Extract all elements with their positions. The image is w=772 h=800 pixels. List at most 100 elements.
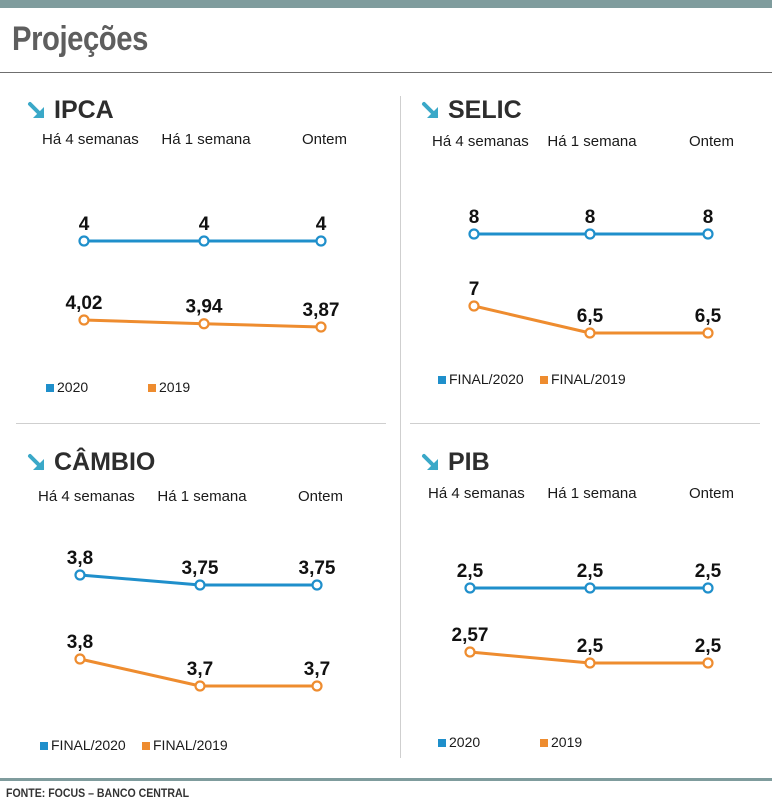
data-label: 7 bbox=[469, 279, 480, 300]
legend-swatch bbox=[40, 742, 48, 750]
horizontal-divider-left bbox=[16, 423, 386, 424]
arrow-down-right-icon bbox=[28, 454, 44, 470]
data-point bbox=[315, 235, 327, 247]
legend-label: 2019 bbox=[551, 734, 582, 750]
data-label: 2,5 bbox=[577, 636, 604, 657]
column-label-ha-4-semanas: Há 4 semanas bbox=[432, 133, 529, 150]
legend-swatch bbox=[148, 384, 156, 392]
data-point bbox=[311, 579, 323, 591]
data-label: 3,75 bbox=[182, 558, 219, 579]
data-label: 4,02 bbox=[66, 293, 103, 314]
data-point bbox=[194, 680, 206, 692]
legend-swatch bbox=[46, 384, 54, 392]
chart-svg: CÂMBIO Há 4 semanas Há 1 semana Ontem 3,8 3,7… bbox=[28, 446, 343, 753]
panel-selic: SELIC Há 4 semanas Há 1 semana Ontem 8 8 8 FINA… bbox=[410, 88, 772, 438]
legend-label: FINAL/2019 bbox=[153, 737, 228, 753]
data-point bbox=[78, 314, 90, 326]
data-point bbox=[464, 646, 476, 658]
horizontal-divider-right bbox=[410, 423, 760, 424]
data-point bbox=[584, 327, 596, 339]
data-label: 2,5 bbox=[457, 561, 484, 582]
data-point bbox=[584, 228, 596, 240]
arrow-down-right-icon bbox=[422, 102, 438, 118]
data-point bbox=[198, 235, 210, 247]
data-point bbox=[198, 318, 210, 330]
data-point bbox=[311, 680, 323, 692]
data-label: 2,5 bbox=[695, 636, 722, 657]
legend-swatch bbox=[438, 739, 446, 747]
column-label-ha-4-semanas: Há 4 semanas bbox=[38, 488, 135, 505]
data-label: 8 bbox=[703, 207, 714, 228]
series-final-2019: 7 6,5 6,5 bbox=[468, 279, 722, 339]
data-label: 3,94 bbox=[186, 297, 223, 318]
legend-swatch bbox=[540, 739, 548, 747]
arrow-down-right-icon bbox=[422, 454, 438, 470]
chart-title: CÂMBIO bbox=[54, 446, 155, 476]
source-note: FONTE: FOCUS – BANCO CENTRAL bbox=[6, 786, 190, 800]
legend-label: FINAL/2019 bbox=[551, 371, 626, 387]
series-2019: 2,57 2,5 2,5 bbox=[452, 625, 722, 669]
data-label: 8 bbox=[469, 207, 480, 228]
column-label-ha-1-semana: Há 1 semana bbox=[161, 131, 251, 148]
data-label: 6,5 bbox=[577, 306, 604, 327]
data-label: 3,7 bbox=[187, 659, 213, 680]
data-label: 4 bbox=[316, 214, 327, 235]
data-point bbox=[468, 228, 480, 240]
data-point bbox=[702, 327, 714, 339]
vertical-divider bbox=[400, 96, 401, 758]
legend-label: 2020 bbox=[449, 734, 480, 750]
legend-item-final-2019: FINAL/2019 bbox=[540, 371, 626, 387]
data-label: 3,7 bbox=[304, 659, 330, 680]
data-point bbox=[702, 228, 714, 240]
chart-title: PIB bbox=[448, 448, 490, 476]
data-label: 8 bbox=[585, 207, 596, 228]
series-2019: 4,02 3,94 3,87 bbox=[66, 293, 340, 333]
legend-item-final-2020: FINAL/2020 bbox=[40, 737, 126, 753]
data-label: 2,5 bbox=[695, 561, 722, 582]
legend-swatch bbox=[540, 376, 548, 384]
legend-item-final-2019: FINAL/2019 bbox=[142, 737, 228, 753]
data-point bbox=[78, 235, 90, 247]
data-point bbox=[702, 657, 714, 669]
column-label-ha-1-semana: Há 1 semana bbox=[547, 485, 637, 502]
data-point bbox=[315, 321, 327, 333]
series-2020: 4 4 4 bbox=[78, 214, 327, 247]
legend-swatch bbox=[438, 376, 446, 384]
chart-title: IPCA bbox=[54, 96, 114, 124]
arrow-down-right-icon bbox=[28, 102, 44, 118]
data-point bbox=[194, 579, 206, 591]
data-point bbox=[464, 582, 476, 594]
bottom-accent-bar bbox=[0, 778, 772, 781]
page-title: Projeções bbox=[12, 20, 148, 58]
legend-label: 2019 bbox=[159, 379, 190, 395]
series-final-2020: 8 8 8 bbox=[468, 207, 714, 240]
chart-title: SELIC bbox=[448, 96, 522, 124]
chart-svg: SELIC Há 4 semanas Há 1 semana Ontem 8 8 8 FINA… bbox=[422, 96, 734, 387]
legend-label: FINAL/2020 bbox=[449, 371, 524, 387]
data-label: 4 bbox=[199, 214, 210, 235]
legend-item-2019: 2019 bbox=[148, 379, 190, 395]
data-label: 3,87 bbox=[303, 300, 340, 321]
series-final-2019: 3,8 3,7 3,7 bbox=[67, 632, 330, 692]
legend-item-2019: 2019 bbox=[540, 734, 582, 750]
column-label-ha-4-semanas: Há 4 semanas bbox=[428, 485, 525, 502]
column-label-ha-1-semana: Há 1 semana bbox=[547, 133, 637, 150]
data-label: 2,5 bbox=[577, 561, 604, 582]
data-point bbox=[584, 657, 596, 669]
legend-swatch bbox=[142, 742, 150, 750]
chart-svg: IPCA Há 4 semanas Há 1 semana Ontem 4 4 4 2020 4… bbox=[28, 96, 347, 395]
column-label-ontem: Ontem bbox=[298, 488, 343, 505]
data-label: 4 bbox=[79, 214, 90, 235]
data-point bbox=[468, 300, 480, 312]
data-point bbox=[584, 582, 596, 594]
data-point bbox=[702, 582, 714, 594]
panel-ipca: IPCA Há 4 semanas Há 1 semana Ontem 4 4 4 2020 4… bbox=[16, 88, 402, 438]
data-point bbox=[74, 653, 86, 665]
legend-item-2020: 2020 bbox=[46, 379, 88, 395]
data-point bbox=[74, 569, 86, 581]
series-2020: 2,5 2,5 2,5 bbox=[457, 561, 722, 594]
column-label-ha-4-semanas: Há 4 semanas bbox=[42, 131, 139, 148]
column-label-ontem: Ontem bbox=[302, 131, 347, 148]
legend-label: FINAL/2020 bbox=[51, 737, 126, 753]
